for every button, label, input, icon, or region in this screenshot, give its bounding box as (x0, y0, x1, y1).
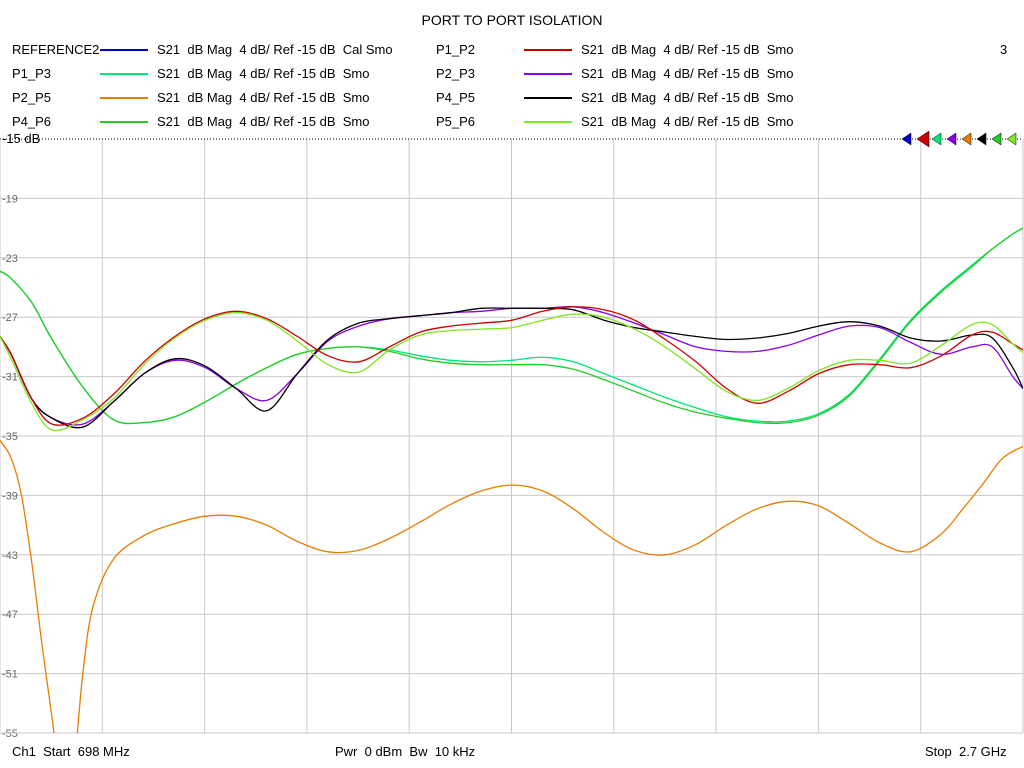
legend-format-p2-p5: S21 dB Mag 4 dB/ Ref -15 dB Smo (157, 90, 370, 105)
legend-name-p2-p3: P2_P3 (436, 66, 476, 81)
reference-marker-p5-p6 (1006, 132, 1017, 146)
reference-marker-p2-p5 (961, 132, 972, 146)
reference-marker-p2-p3 (946, 132, 957, 146)
y-tick-label: -39 (2, 490, 18, 502)
legend-name-p2-p5: P2_P5 (12, 90, 52, 105)
trace-p5-p6 (0, 312, 1023, 432)
reference-marker-p4-p5 (976, 132, 987, 146)
y-tick-label: -35 (2, 431, 18, 443)
legend-name-p4-p5: P4_P5 (436, 90, 476, 105)
channel-number: 3 (1000, 42, 1008, 57)
trace-p4-p5 (0, 307, 1023, 429)
y-tick-label: -43 (2, 550, 18, 562)
reference-marker-reference2 (901, 132, 912, 146)
legend-swatch-p4-p5 (524, 97, 572, 99)
trace-p1-p2 (0, 306, 1023, 426)
legend-name-p4-p6: P4_P6 (12, 114, 52, 129)
legend-swatch-p2-p3 (524, 73, 572, 75)
legend-format-p5-p6: S21 dB Mag 4 dB/ Ref -15 dB Smo (581, 114, 794, 129)
sweep-settings-label: Pwr 0 dBm Bw 10 kHz (335, 744, 476, 759)
chart-title: PORT TO PORT ISOLATION (421, 12, 603, 28)
legend-swatch-p5-p6 (524, 121, 572, 123)
legend-name-p1-p3: P1_P3 (12, 66, 52, 81)
legend-name-reference2: REFERENCE2 (12, 42, 100, 57)
stop-frequency-label: Stop 2.7 GHz (925, 744, 1007, 759)
legend-swatch-reference2 (100, 49, 148, 51)
legend-format-p4-p5: S21 dB Mag 4 dB/ Ref -15 dB Smo (581, 90, 794, 105)
y-tick-label: -19 (2, 193, 18, 205)
legend-swatch-p4-p6 (100, 121, 148, 123)
legend-format-p1-p3: S21 dB Mag 4 dB/ Ref -15 dB Smo (157, 66, 370, 81)
legend-name-p5-p6: P5_P6 (436, 114, 476, 129)
reference-marker-p1-p2 (916, 130, 930, 148)
legend-swatch-p1-p2 (524, 49, 572, 51)
trace-p2-p5 (0, 440, 1023, 733)
legend-format-p1-p2: S21 dB Mag 4 dB/ Ref -15 dB Smo (581, 42, 794, 57)
legend-format-p2-p3: S21 dB Mag 4 dB/ Ref -15 dB Smo (581, 66, 794, 81)
y-tick-label: -51 (2, 669, 18, 681)
y-tick-label: -15 dB (2, 131, 40, 146)
y-tick-label: -27 (2, 312, 18, 324)
y-tick-label: -31 (2, 372, 18, 384)
y-tick-label: -47 (2, 609, 18, 621)
legend-format-reference2: S21 dB Mag 4 dB/ Ref -15 dB Cal Smo (157, 42, 393, 57)
legend-swatch-p1-p3 (100, 73, 148, 75)
legend-format-p4-p6: S21 dB Mag 4 dB/ Ref -15 dB Smo (157, 114, 370, 129)
legend-name-p1-p2: P1_P2 (436, 42, 476, 57)
y-tick-label: -55 (2, 728, 18, 740)
reference-marker-p1-p3 (931, 132, 942, 146)
legend-swatch-p2-p5 (100, 97, 148, 99)
start-frequency-label: Ch1 Start 698 MHz (12, 744, 130, 759)
reference-marker-p4-p6 (991, 132, 1002, 146)
y-tick-label: -23 (2, 253, 18, 265)
